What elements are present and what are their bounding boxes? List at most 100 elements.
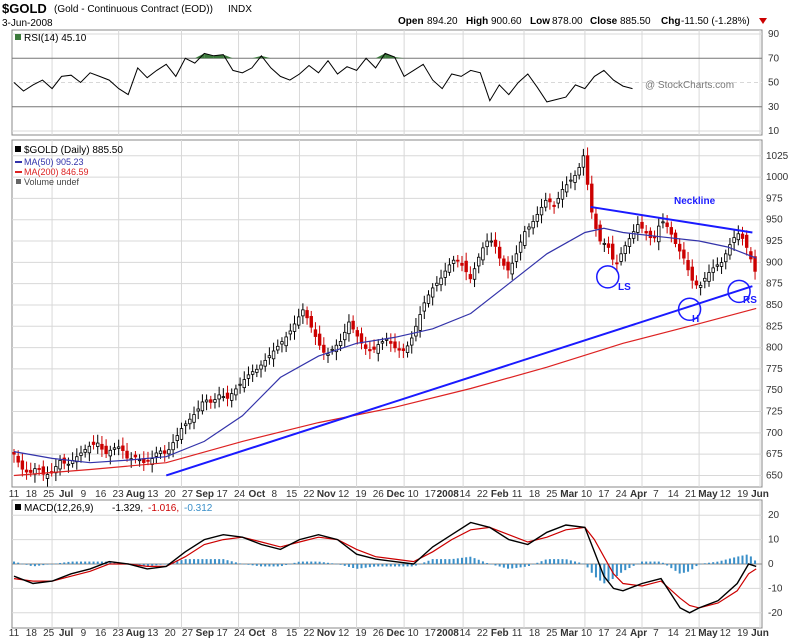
candle-body	[12, 452, 16, 455]
candle-body	[24, 469, 29, 473]
candle-body	[611, 243, 615, 260]
macd-histogram-bar	[251, 564, 254, 566]
x-tick-label-bottom: 12	[338, 628, 350, 639]
x-tick-label-bottom: 21	[685, 628, 697, 639]
macd-histogram-bar	[561, 559, 564, 564]
symbol: $GOLD	[2, 1, 47, 16]
macd-histogram-bar	[741, 555, 744, 564]
candle-body	[581, 155, 586, 168]
x-tick-label-bottom: 24	[234, 628, 246, 639]
rsi-tick-label: 10	[768, 126, 780, 137]
candle-body	[301, 309, 305, 317]
macd-histogram-bar	[385, 564, 388, 567]
x-tick-label-bottom: 22	[303, 628, 315, 639]
candle-body	[523, 231, 527, 246]
macd-histogram-bar	[728, 558, 731, 564]
macd-histogram-bar	[661, 562, 664, 564]
x-tick-label-mid: Jul	[59, 489, 74, 500]
rsi-legend-swatch	[15, 34, 21, 40]
candle-body	[430, 287, 435, 298]
price-tick-label: 650	[766, 470, 783, 481]
candle-body	[296, 316, 301, 326]
candle-body	[627, 238, 632, 247]
candle-body	[116, 446, 121, 449]
macd-histogram-bar	[272, 564, 275, 567]
x-tick-label-mid: 12	[338, 489, 350, 500]
candle-body	[87, 445, 92, 454]
macd-histogram-bar	[71, 561, 74, 564]
candle-body	[489, 240, 493, 243]
x-tick-label-mid: Feb	[491, 489, 509, 500]
macd-histogram-bar	[707, 562, 710, 564]
x-tick-label-mid: 25	[546, 489, 558, 500]
candle-body	[447, 264, 452, 273]
macd-histogram-bar	[79, 561, 82, 564]
candle-body	[158, 450, 163, 454]
description: (Gold - Continuous Contract (EOD))	[54, 4, 213, 15]
macd-histogram-bar	[301, 561, 304, 564]
candle-body	[29, 469, 33, 473]
macd-histogram-bar	[519, 564, 522, 568]
rsi-line	[13, 52, 633, 103]
price-tick-label: 700	[766, 428, 783, 439]
high-value: 900.60	[491, 16, 522, 27]
macd-histogram-bar	[260, 564, 263, 567]
candle-body	[179, 428, 184, 440]
date: 3-Jun-2008	[2, 18, 53, 29]
x-tick-label-mid: Sep	[196, 489, 214, 500]
macd-histogram-bar	[398, 564, 401, 567]
price-tick-label: 850	[766, 300, 783, 311]
macd-histogram-bar	[586, 564, 589, 568]
macd-histogram-bar	[289, 563, 292, 565]
candle-body	[615, 262, 619, 265]
candle-body	[682, 249, 686, 259]
macd-histogram-bar	[657, 561, 660, 564]
candle-body	[146, 459, 150, 462]
candle-body	[309, 316, 313, 328]
macd-histogram-bar	[88, 561, 91, 564]
macd-histogram-bar	[628, 564, 631, 569]
chg-label: Chg	[661, 16, 680, 27]
candle-body	[280, 341, 284, 345]
x-tick-label-mid: 24	[616, 489, 628, 500]
macd-value-2: -1.016,	[148, 503, 179, 514]
candle-body	[577, 167, 581, 176]
x-tick-label-bottom: 24	[616, 628, 628, 639]
macd-histogram-bar	[297, 561, 300, 564]
macd-histogram-bar	[486, 562, 489, 564]
candle-body	[276, 345, 280, 351]
candle-body	[380, 341, 385, 344]
candle-body	[112, 447, 117, 450]
macd-histogram-bar	[197, 559, 200, 564]
macd-histogram-bar	[703, 563, 706, 564]
x-tick-label-bottom: Aug	[126, 628, 145, 639]
candle-body	[677, 243, 682, 252]
x-tick-label-bottom: Apr	[630, 628, 647, 639]
candle-body	[426, 294, 431, 304]
macd-histogram-bar	[733, 557, 736, 564]
macd-histogram-bar	[754, 560, 757, 564]
x-tick-label-mid: 23	[113, 489, 125, 500]
candle-body	[657, 225, 661, 243]
pattern-circle	[677, 297, 702, 321]
macd-histogram-bar	[456, 558, 459, 564]
macd-histogram-bar	[632, 564, 635, 566]
macd-line	[13, 521, 757, 614]
macd-histogram-bar	[280, 564, 283, 567]
neckline-label: Neckline	[674, 196, 716, 207]
macd-histogram-bar	[113, 562, 116, 564]
macd-histogram-bar	[515, 564, 518, 568]
candle-body	[347, 321, 351, 335]
x-tick-label-mid: Aug	[126, 489, 145, 500]
price-tick-label: 825	[766, 321, 783, 332]
macd-histogram-bar	[42, 564, 45, 566]
x-tick-label-bottom: 27	[182, 628, 194, 639]
open-value: 894.20	[427, 16, 458, 27]
x-tick-label-mid: Mar	[560, 489, 578, 500]
price-tick-label: 975	[766, 193, 783, 204]
x-tick-label-bottom: Nov	[317, 628, 336, 639]
price-tick-label: 1000	[766, 172, 789, 183]
candle-body	[435, 282, 439, 286]
x-tick-label-bottom: Mar	[560, 628, 578, 639]
